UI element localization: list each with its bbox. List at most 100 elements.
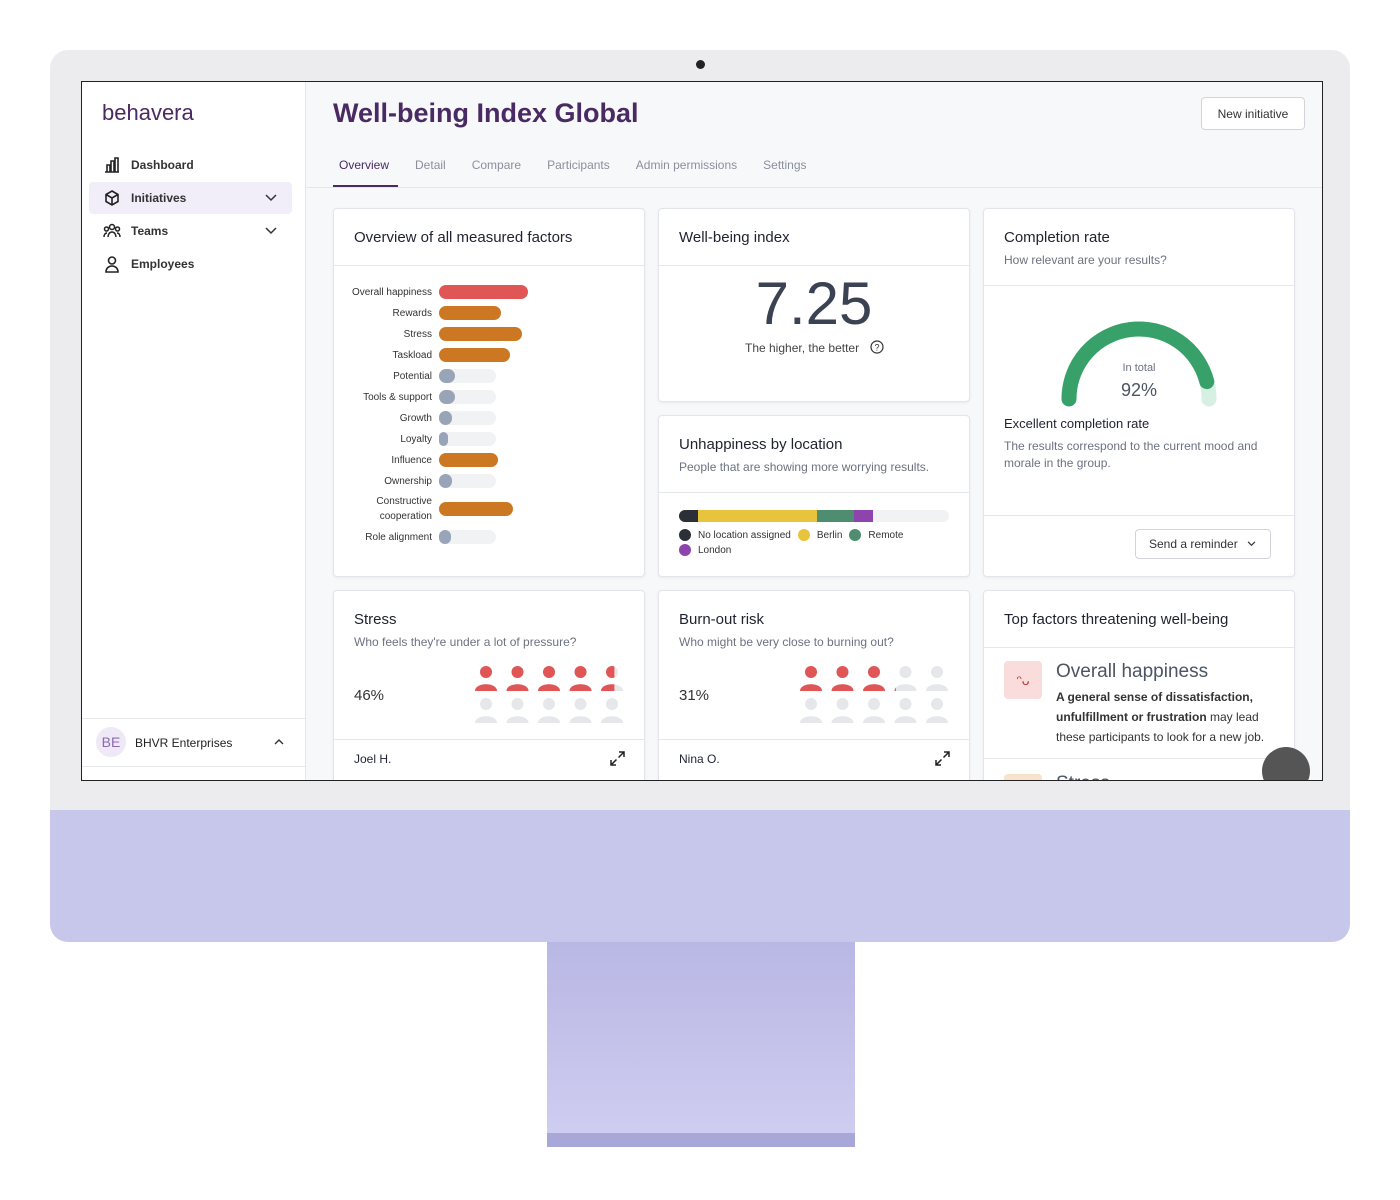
nav-label: Teams [131, 224, 169, 238]
person-body [831, 716, 854, 723]
divider [82, 718, 305, 719]
person-head [836, 666, 849, 678]
tabs: Overview Detail Compare Participants Admin p… [339, 158, 833, 172]
bar-track [439, 369, 496, 383]
tab[interactable]: Participants [547, 158, 610, 172]
divider [984, 647, 1294, 648]
legend-item: London [679, 544, 731, 556]
screen: behavera Dashboard Initiatives Teams Emp… [81, 81, 1323, 781]
nav-highlight [89, 182, 292, 214]
factor-name: Stress [1056, 773, 1110, 780]
description: The results correspond to the current mo… [1004, 439, 1258, 470]
person-body [569, 684, 592, 691]
camera [696, 60, 705, 69]
expand-icon[interactable] [935, 751, 950, 766]
factor-row: Influence [334, 452, 498, 468]
tab[interactable]: Compare [471, 158, 522, 172]
person-head [931, 698, 943, 710]
person-body [601, 716, 623, 723]
factors-card: Overview of all measured factors Overall… [333, 208, 645, 577]
bar-segment [679, 510, 698, 522]
legend-label: No location assigned [698, 529, 791, 541]
legend-dot [679, 529, 691, 541]
nav-label: Employees [131, 257, 195, 271]
bar-track [439, 327, 522, 341]
person-filled [538, 666, 560, 691]
person [926, 698, 948, 723]
location-bar [679, 510, 949, 522]
legend-item: Remote [849, 529, 903, 541]
help-icon[interactable]: ? [870, 340, 884, 354]
nav-item[interactable]: Initiatives [89, 182, 292, 214]
person-body [475, 716, 497, 723]
tab[interactable]: Detail [415, 158, 446, 172]
bar-track [439, 432, 496, 446]
org-avatar: BE [96, 727, 126, 757]
monitor-chin [50, 810, 1350, 942]
card-title: Overview of all measured factors [354, 229, 573, 246]
expand-icon[interactable] [610, 751, 625, 766]
person-body [800, 716, 822, 723]
factor-row: Rewards [334, 305, 501, 321]
factor-row: Potential [334, 368, 496, 384]
tab[interactable]: Settings [763, 158, 807, 172]
wellbeing-value: 7.25 [755, 270, 873, 337]
chevron [274, 739, 284, 745]
bar [439, 474, 452, 488]
factor-row: Ownership [334, 473, 496, 489]
tab[interactable]: Overview [339, 158, 390, 172]
legend: No location assigned Berlin Remote London [679, 529, 949, 559]
divider [82, 766, 305, 767]
person-filled [863, 666, 885, 691]
nav-item[interactable]: Teams [89, 215, 292, 247]
person-head [543, 666, 555, 678]
nav-item[interactable]: Dashboard [89, 149, 292, 181]
person-body [863, 716, 885, 723]
bar-track [439, 390, 496, 404]
bar [439, 327, 522, 341]
bar [439, 285, 528, 299]
person-body [601, 684, 615, 691]
person-name: Joel H. [354, 752, 392, 766]
person-name: Nina O. [679, 752, 720, 766]
factor-label: Loyalty [400, 433, 432, 445]
org-name[interactable]: BHVR Enterprises [135, 736, 233, 750]
gauge-caption: In total [1122, 362, 1156, 374]
chat-button[interactable] [1262, 747, 1310, 780]
person [800, 698, 822, 723]
card-title: Top factors threatening well-being [1004, 611, 1229, 628]
person-body [894, 684, 917, 691]
divider [984, 758, 1294, 759]
factor-label: Tools & support [363, 391, 432, 403]
stress-card: Stress Who feels they're under a lot of … [333, 590, 645, 780]
nav-item[interactable]: Employees [89, 248, 292, 280]
person-body [538, 716, 560, 723]
legend-item: No location assigned [679, 529, 791, 541]
tab[interactable]: Admin permissions [635, 158, 738, 172]
unhappiness-card: Unhappiness by location People that are … [658, 415, 970, 577]
divider [334, 739, 644, 740]
bar [439, 530, 451, 544]
reminder-button[interactable]: Send a reminder [1135, 529, 1271, 559]
wellbeing-caption: The higher, the better [745, 341, 860, 355]
person-head [574, 666, 587, 678]
bar-track [439, 411, 496, 425]
card-subtitle: Who feels they're under a lot of pressur… [354, 635, 577, 649]
factor-label: Constructive cooperation [376, 496, 432, 522]
bar [439, 453, 498, 467]
header-border [305, 187, 1322, 188]
bar-track [439, 348, 510, 362]
factor-label: Rewards [392, 307, 432, 319]
sidebar: behavera Dashboard Initiatives Teams Emp… [82, 82, 306, 780]
new-initiative-button[interactable]: New initiative [1201, 97, 1305, 130]
factor-row: Role alignment [334, 529, 496, 545]
person-filled [800, 666, 822, 691]
person-head [868, 666, 880, 678]
person-filled [475, 666, 497, 691]
person-head [836, 698, 849, 710]
bar-track [439, 530, 496, 544]
bar-segment [816, 510, 855, 522]
factor-label: Role alignment [365, 531, 432, 543]
card-title: Well-being index [679, 229, 790, 246]
person [475, 698, 497, 723]
